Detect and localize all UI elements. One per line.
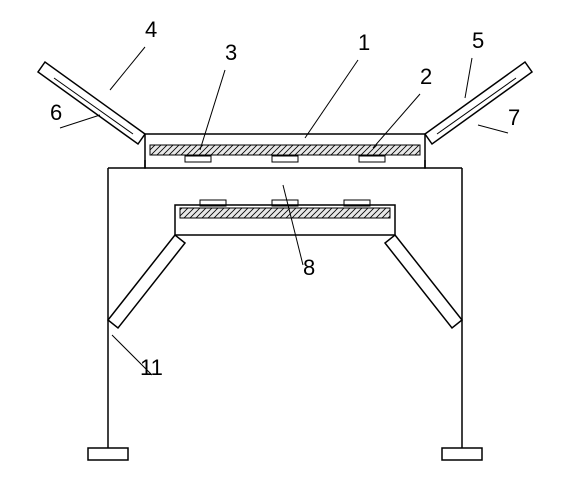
label-6: 6	[50, 100, 62, 125]
leader-line-6	[60, 115, 100, 128]
label-8: 8	[303, 255, 315, 280]
leader-line-1	[305, 60, 358, 138]
upper-tab-2	[359, 156, 385, 162]
left-foot	[88, 448, 128, 460]
lower-right-wing	[385, 235, 462, 328]
label-7: 7	[508, 105, 520, 130]
left-leg-connector	[108, 160, 145, 168]
leader-line-5	[465, 58, 472, 98]
label-3: 3	[225, 40, 237, 65]
lower-left-wing	[108, 235, 185, 328]
leader-line-4	[110, 47, 145, 90]
upper-hatch-band	[150, 145, 420, 155]
leader-line-3	[200, 70, 225, 150]
lower-hatch-band	[180, 208, 390, 218]
label-5: 5	[472, 28, 484, 53]
label-11: 11	[140, 355, 163, 380]
upper-tab-0	[185, 156, 211, 162]
leader-line-8	[283, 185, 303, 265]
upper-tab-1	[272, 156, 298, 162]
shapes-group	[38, 62, 532, 460]
label-2: 2	[420, 64, 432, 89]
right-foot	[442, 448, 482, 460]
right-leg-connector	[425, 160, 462, 168]
mechanical-diagram: 1 2 3 4 5 6 7 8 11	[0, 0, 565, 503]
leader-line-2	[373, 94, 420, 148]
label-4: 4	[145, 17, 157, 42]
label-1: 1	[358, 30, 370, 55]
upper-right-wing-inner	[437, 78, 516, 134]
leader-line-7	[478, 125, 508, 133]
